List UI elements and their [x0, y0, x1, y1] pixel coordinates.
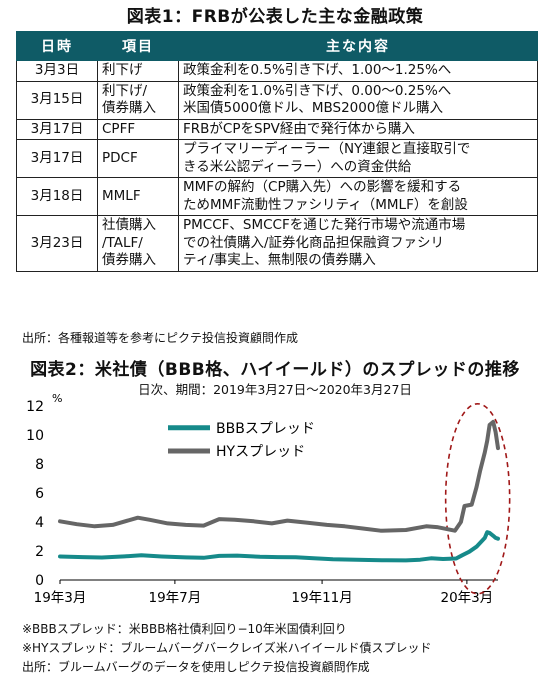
- table-row: 3月23日 社債購入/TALF/債券購入 PMCCF、SMCCFを通じた発行市場や流…: [16, 215, 538, 272]
- x-tick-label: 20年3月: [440, 590, 493, 606]
- row-item-line: /TALF/: [102, 234, 143, 251]
- row-item: 社債購入/TALF/債券購入: [97, 215, 179, 272]
- chart-title: 図表2：米社債（BBB格、ハイイールド）のスプレッドの推移: [30, 360, 520, 380]
- table-title: 図表1：FRBが公表した主な金融政策: [126, 7, 424, 27]
- row-date: 3月18日: [16, 177, 98, 216]
- x-tick-label: 19年7月: [148, 590, 201, 606]
- row-item-line: 社債購入: [102, 217, 156, 233]
- y-tick-label: 4: [35, 515, 44, 531]
- row-item-line: PDCF: [102, 149, 138, 166]
- row-content-line: 政策金利を0.5%引き下げ、1.00〜1.25%へ: [183, 62, 452, 78]
- table-source: 出所：各種報道等を参考にピクテ投信投資顧問作成: [22, 331, 299, 345]
- row-item: CPFF: [97, 118, 179, 140]
- row-content: FRBがCPをSPV経由で発行体から購入: [178, 118, 538, 140]
- row-item-line: CPFF: [102, 120, 136, 137]
- row-content: プライマリーディーラー（NY連銀と直接取引で きる米公認ディーラー）への資金供給: [178, 139, 538, 178]
- row-item: 利下げ: [97, 60, 179, 82]
- row-content: 政策金利を0.5%引き下げ、1.00〜1.25%へ: [178, 60, 538, 82]
- row-content-line: での社債購入/証券化商品担保融資ファシリ: [183, 234, 445, 251]
- highlight-ellipse: [444, 403, 511, 595]
- note-bbb: ※BBBスプレッド：米BBB格社債利回り−10年米国債利回り: [22, 622, 347, 636]
- y-tick-label: 6: [35, 486, 44, 502]
- row-date: 3月23日: [16, 215, 98, 272]
- series-line-bbb: [58, 530, 500, 563]
- y-tick-label: 10: [26, 428, 44, 444]
- legend-label: HYスプレッド: [216, 444, 305, 460]
- header-item: 項目: [97, 31, 179, 61]
- row-date: 3月3日: [16, 60, 98, 82]
- row-item-line: 利下げ: [102, 62, 143, 78]
- y-tick-label: 8: [35, 457, 44, 473]
- row-item-line: 債券購入: [102, 252, 156, 268]
- table-row: 3月17日 PDCF プライマリーディーラー（NY連銀と直接取引で きる米公認ディーラ…: [16, 139, 538, 178]
- table-row: 3月17日 CPFF FRBがCPをSPV経由で発行体から購入: [16, 118, 538, 140]
- series-line-hy: [58, 419, 500, 533]
- row-item: PDCF: [97, 139, 179, 178]
- row-content-line: 米国債5000億ドル、MBS2000億ドル購入: [183, 100, 443, 116]
- table-row: 3月18日 MMLF MMFの解約（CP購入先）への影響を緩和する ためMMF流動性フ…: [16, 177, 538, 216]
- row-content-line: ティ/事実上、無制限の債券購入: [183, 252, 376, 268]
- row-content-line: PMCCF、SMCCFを通じた発行市場や流通市場: [183, 217, 466, 233]
- row-content-line: ためMMF流動性ファシリティ（MMLF）を創設: [183, 196, 468, 213]
- y-tick-label: 0: [35, 573, 44, 589]
- header-date: 日時: [16, 31, 98, 61]
- row-item: MMLF: [97, 177, 179, 216]
- row-item-line: 利下げ/: [102, 82, 148, 99]
- table-row: 3月3日 利下げ 政策金利を0.5%引き下げ、1.00〜1.25%へ: [16, 60, 538, 82]
- row-content: MMFの解約（CP購入先）への影響を緩和する ためMMF流動性ファシリティ（MML…: [178, 177, 538, 216]
- y-tick-label: 12: [26, 399, 44, 415]
- row-content-line: 政策金利を1.0%引き下げ、0.00〜0.25%へ: [183, 82, 452, 99]
- row-content-line: きる米公認ディーラー）への資金供給: [183, 158, 412, 175]
- chart-source: 出所：ブルームバーグのデータを使用しピクテ投信投資顧問作成: [22, 660, 370, 674]
- x-tick-label: 19年3月: [34, 590, 87, 606]
- spread-chart: 0 2 4 6 8 10 12% 19年3月 19年7月 19年11月 20年3月 BBBスプレッド H…: [26, 392, 511, 606]
- legend-label: BBBスプレッド: [216, 421, 315, 437]
- y-tick-label: 2: [35, 544, 44, 560]
- row-content: 政策金利を1.0%引き下げ、0.00〜0.25%へ 米国債5000億ドル、MBS2…: [178, 80, 538, 120]
- header-content: 主な内容: [178, 31, 538, 61]
- row-content-line: FRBがCPをSPV経由で発行体から購入: [183, 120, 415, 137]
- row-item-line: 債券購入: [102, 100, 156, 116]
- row-content-line: プライマリーディーラー（NY連銀と直接取引で: [183, 141, 471, 157]
- y-axis-unit: %: [52, 392, 62, 405]
- row-date: 3月15日: [16, 80, 98, 120]
- row-date: 3月17日: [16, 118, 98, 140]
- note-hy: ※HYスプレッド：ブルームバーグバークレイズ米ハイイールド債スプレッド: [22, 641, 432, 655]
- row-item: 利下げ/債券購入: [97, 80, 179, 120]
- row-item-line: MMLF: [102, 187, 141, 204]
- row-content: PMCCF、SMCCFを通じた発行市場や流通市場 での社債購入/証券化商品担保融資…: [178, 215, 538, 272]
- row-content-line: MMFの解約（CP購入先）への影響を緩和する: [183, 179, 462, 195]
- policy-table: 日時 項目 主な内容 3月3日 利下げ 政策金利を0.5%引き下げ、1.00〜1.2…: [16, 31, 538, 272]
- table-row: 3月15日 利下げ/債券購入 政策金利を1.0%引き下げ、0.00〜0.25%へ 米国…: [16, 80, 538, 120]
- x-tick-label: 19年11月: [291, 590, 352, 606]
- chart-subtitle: 日次、期間：2019年3月27日〜2020年3月27日: [138, 382, 412, 397]
- row-date: 3月17日: [16, 139, 98, 178]
